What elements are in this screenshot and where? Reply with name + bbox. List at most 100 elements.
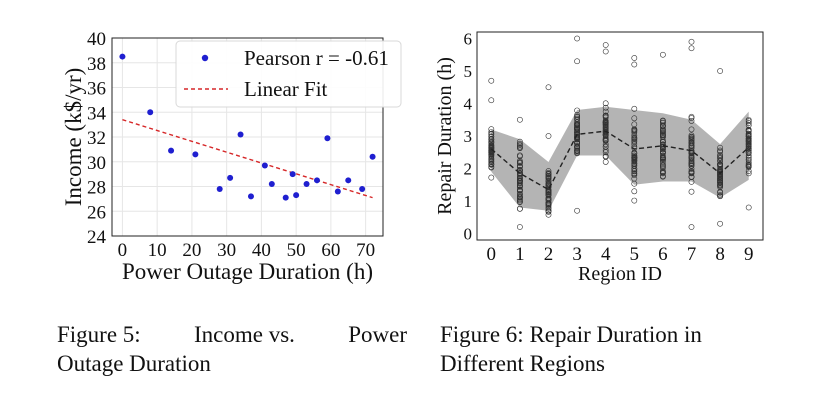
- plot-frame: [476, 31, 764, 241]
- data-point: [745, 117, 752, 123]
- data-point-outlier: [574, 35, 580, 42]
- caption-text: Power: [348, 322, 407, 347]
- data-point: [631, 152, 638, 159]
- data-point: [488, 149, 495, 156]
- x-tick-label: 6: [658, 244, 668, 265]
- data-point: [631, 129, 638, 136]
- data-point: [517, 205, 523, 212]
- data-point: [488, 136, 495, 143]
- data-point: [545, 170, 552, 177]
- x-tick-label: 4: [601, 244, 611, 265]
- data-point: [545, 174, 552, 180]
- data-point: [660, 117, 666, 124]
- data-point-outlier: [488, 77, 495, 84]
- data-point-outlier: [574, 207, 580, 214]
- x-tick-label: 70: [356, 240, 375, 261]
- data-point: [282, 194, 289, 201]
- data-point: [574, 107, 580, 114]
- data-point: [631, 138, 638, 145]
- data-point: [517, 158, 523, 164]
- data-point-outlier: [545, 84, 552, 91]
- y-tick-label: 1: [464, 192, 473, 211]
- data-point: [488, 133, 495, 140]
- data-point: [574, 127, 580, 133]
- data-point: [574, 140, 580, 147]
- mean-line-path: [490, 130, 750, 191]
- data-point: [660, 120, 666, 126]
- data-point: [517, 182, 523, 188]
- data-point: [602, 143, 609, 150]
- data-point: [717, 188, 723, 195]
- data-point: [517, 166, 523, 173]
- data-point-outlier: [631, 55, 638, 61]
- data-point: [574, 116, 580, 123]
- data-point-outlier: [660, 51, 666, 58]
- data-point: [688, 118, 695, 124]
- data-point: [688, 136, 695, 142]
- data-point: [517, 198, 523, 205]
- data-point: [745, 159, 752, 166]
- data-point: [631, 155, 638, 161]
- plot-frame: [111, 37, 384, 237]
- data-point: [602, 147, 609, 153]
- data-point: [602, 112, 609, 119]
- data-point: [545, 180, 552, 187]
- fit-line: [122, 119, 373, 199]
- data-point: [488, 161, 495, 168]
- data-point: [660, 152, 666, 159]
- data-point: [631, 136, 638, 143]
- data-point: [688, 133, 695, 140]
- data-point: [517, 194, 523, 200]
- data-point: [688, 132, 695, 139]
- data-point: [545, 204, 552, 211]
- data-point: [488, 145, 495, 152]
- data-point: [660, 173, 666, 179]
- data-point: [602, 114, 609, 121]
- data-point: [688, 113, 695, 120]
- data-point: [369, 153, 376, 160]
- data-point-outlier: [717, 220, 723, 227]
- data-point: [574, 147, 580, 154]
- data-point: [574, 114, 580, 120]
- data-point: [631, 165, 638, 172]
- data-point: [660, 131, 666, 138]
- data-point: [488, 129, 495, 136]
- y-tick-label: 2: [464, 160, 473, 179]
- data-point-outlier: [631, 61, 638, 68]
- data-point: [745, 130, 752, 137]
- data-point: [745, 163, 752, 169]
- data-point: [192, 151, 199, 158]
- legend: Pearson r = -0.61 Linear Fit: [175, 40, 402, 108]
- data-point: [688, 165, 695, 172]
- data-point: [688, 148, 695, 155]
- data-point: [660, 158, 666, 165]
- data-point: [688, 157, 695, 163]
- y-tick-label: 5: [464, 62, 473, 81]
- caption-line-2: Outage Duration: [57, 351, 211, 376]
- data-point: [688, 126, 695, 133]
- x-tick-label: 60: [321, 240, 340, 261]
- data-point: [745, 120, 752, 126]
- legend-marker-points: [201, 54, 209, 62]
- data-point: [168, 147, 175, 154]
- data-point: [289, 171, 296, 178]
- data-point: [574, 112, 580, 118]
- data-point-outlier: [717, 68, 723, 74]
- data-point: [631, 105, 638, 112]
- x-tick-label: 3: [572, 244, 582, 265]
- data-point: [488, 138, 495, 145]
- data-point-outlier: [602, 42, 609, 48]
- data-point-outlier: [517, 116, 523, 123]
- data-point: [717, 193, 723, 199]
- data-point: [488, 130, 495, 137]
- data-point: [631, 141, 638, 147]
- figure-6-caption: Figure 6: Repair Duration in Different R…: [440, 320, 770, 378]
- data-point-outlier: [488, 97, 495, 104]
- data-point: [745, 141, 752, 148]
- x-tick-label: 5: [630, 244, 640, 265]
- data-point: [688, 188, 695, 195]
- data-point: [745, 161, 752, 167]
- data-point: [602, 108, 609, 115]
